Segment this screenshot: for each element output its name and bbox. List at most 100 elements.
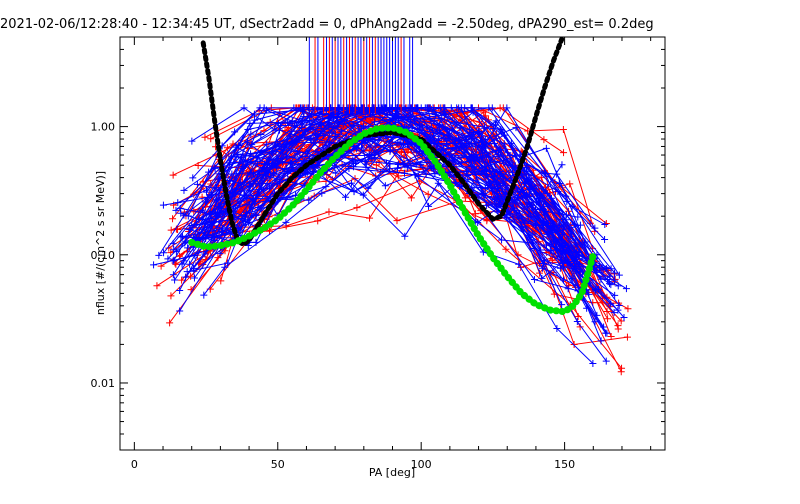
blue-profile-point [313,148,321,156]
red-profile-point [424,190,432,198]
red-profile-point [617,317,625,325]
red-profile-point [214,254,222,262]
blue-profile-point [602,357,610,365]
blue-profile-point [221,263,229,271]
blue-profile-point [195,216,203,224]
blue-profile-point [611,276,619,284]
blue-profile-point [531,222,539,230]
blue-profile-point [248,141,256,149]
blue-profile-point [257,130,265,138]
blue-profile-point [436,121,444,129]
blue-profile-point [180,257,188,265]
blue-profile-point [411,171,419,179]
blue-profile-point [193,180,201,188]
blue-profile-point [330,109,338,117]
blue-profile-point [270,170,278,178]
blue-profile-point [500,140,508,148]
blue-profile-point [483,201,491,209]
blue-profile-point [490,139,498,147]
blue-profile-point [172,206,180,214]
red-profile-point [217,277,225,285]
blue-profile-point [563,197,571,205]
blue-profile-point [615,301,623,309]
red-profile-point [559,125,567,133]
blue-profile-point [423,133,431,141]
blue-profile-line [182,124,595,269]
red-profile-point [157,262,165,270]
blue-profile-point [457,159,465,167]
blue-profile-point [313,131,321,139]
blue-profile-point [309,167,317,175]
red-profile-point [502,245,510,253]
blue-profile-point [368,135,376,143]
blue-profile-point [171,276,179,284]
blue-profile-point [178,233,186,241]
blue-profile-point [478,153,486,161]
blue-profile-point [386,146,394,154]
red-profile-point [560,149,568,157]
x-tick-label: 150 [554,458,575,471]
blue-profile-point [186,260,194,268]
blue-profile-point [411,116,419,124]
blue-profile-point [425,202,433,210]
blue-profile-point [349,159,357,167]
blue-profile-point [338,127,346,135]
y-tick-label: 0.10 [91,249,116,262]
plot-area [150,37,632,376]
blue-profile-point [503,104,511,112]
blue-profile-point [511,162,519,170]
blue-profile-point [180,211,188,219]
fit-curve-1 [188,124,597,316]
blue-profile-point [190,274,198,282]
blue-profile-point [525,233,533,241]
blue-profile-point [276,178,284,186]
blue-profile-point [247,130,255,138]
blue-profile-point [603,329,611,337]
blue-profile-point [176,287,184,295]
blue-profile-point [404,164,412,172]
blue-profile-point [282,218,290,226]
red-profile-point [167,226,175,234]
red-profile-point [614,322,622,330]
blue-profile-point [611,269,619,277]
red-profile-point [607,332,615,340]
red-profile-point [471,210,479,218]
blue-profile-point [214,203,222,211]
blue-profile-point [573,318,581,326]
blue-profile-point [607,281,615,289]
blue-profile-point [571,220,579,228]
blue-profile-point [574,213,582,221]
blue-profile-point [512,124,520,132]
blue-profile-point [332,169,340,177]
blue-profile-line [173,107,578,261]
blue-profile-point [212,184,220,192]
blue-profile-point [597,337,605,345]
blue-profile-point [260,104,268,112]
blue-profile-point [401,232,409,240]
blue-profile-point [601,236,609,244]
red-profile-point [167,292,175,300]
blue-profile-point [595,285,603,293]
blue-profile-point [247,159,255,167]
blue-profile-point [530,186,538,194]
blue-profile-point [347,179,355,187]
blue-profile-point [339,120,347,128]
blue-profile-line [193,107,612,305]
blue-profile-point [600,323,608,331]
blue-profile-point [469,128,477,136]
chart-title: 2021-02-06/12:28:40 - 12:34:45 UT, dSect… [0,17,654,32]
red-profile-point [353,204,361,212]
blue-profile-point [478,138,486,146]
blue-profile-point [467,104,475,112]
red-profile-point [169,215,177,223]
blue-profile-point [271,126,279,134]
blue-profile-point [537,246,545,254]
blue-profile-point [448,157,456,165]
blue-profile-point [306,117,314,125]
blue-profile-point [242,213,250,221]
blue-profile-point [202,235,210,243]
blue-profile-point [615,271,623,279]
blue-profile-point [200,291,208,299]
blue-profile-point [504,207,512,215]
